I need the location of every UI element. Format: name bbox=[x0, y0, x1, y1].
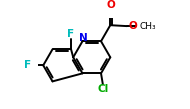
Text: N: N bbox=[79, 33, 88, 43]
Text: O: O bbox=[107, 0, 116, 10]
Text: CH₃: CH₃ bbox=[139, 22, 156, 31]
Text: F: F bbox=[24, 60, 31, 70]
Text: Cl: Cl bbox=[97, 84, 108, 94]
Text: F: F bbox=[67, 29, 75, 39]
Text: O: O bbox=[128, 21, 137, 31]
